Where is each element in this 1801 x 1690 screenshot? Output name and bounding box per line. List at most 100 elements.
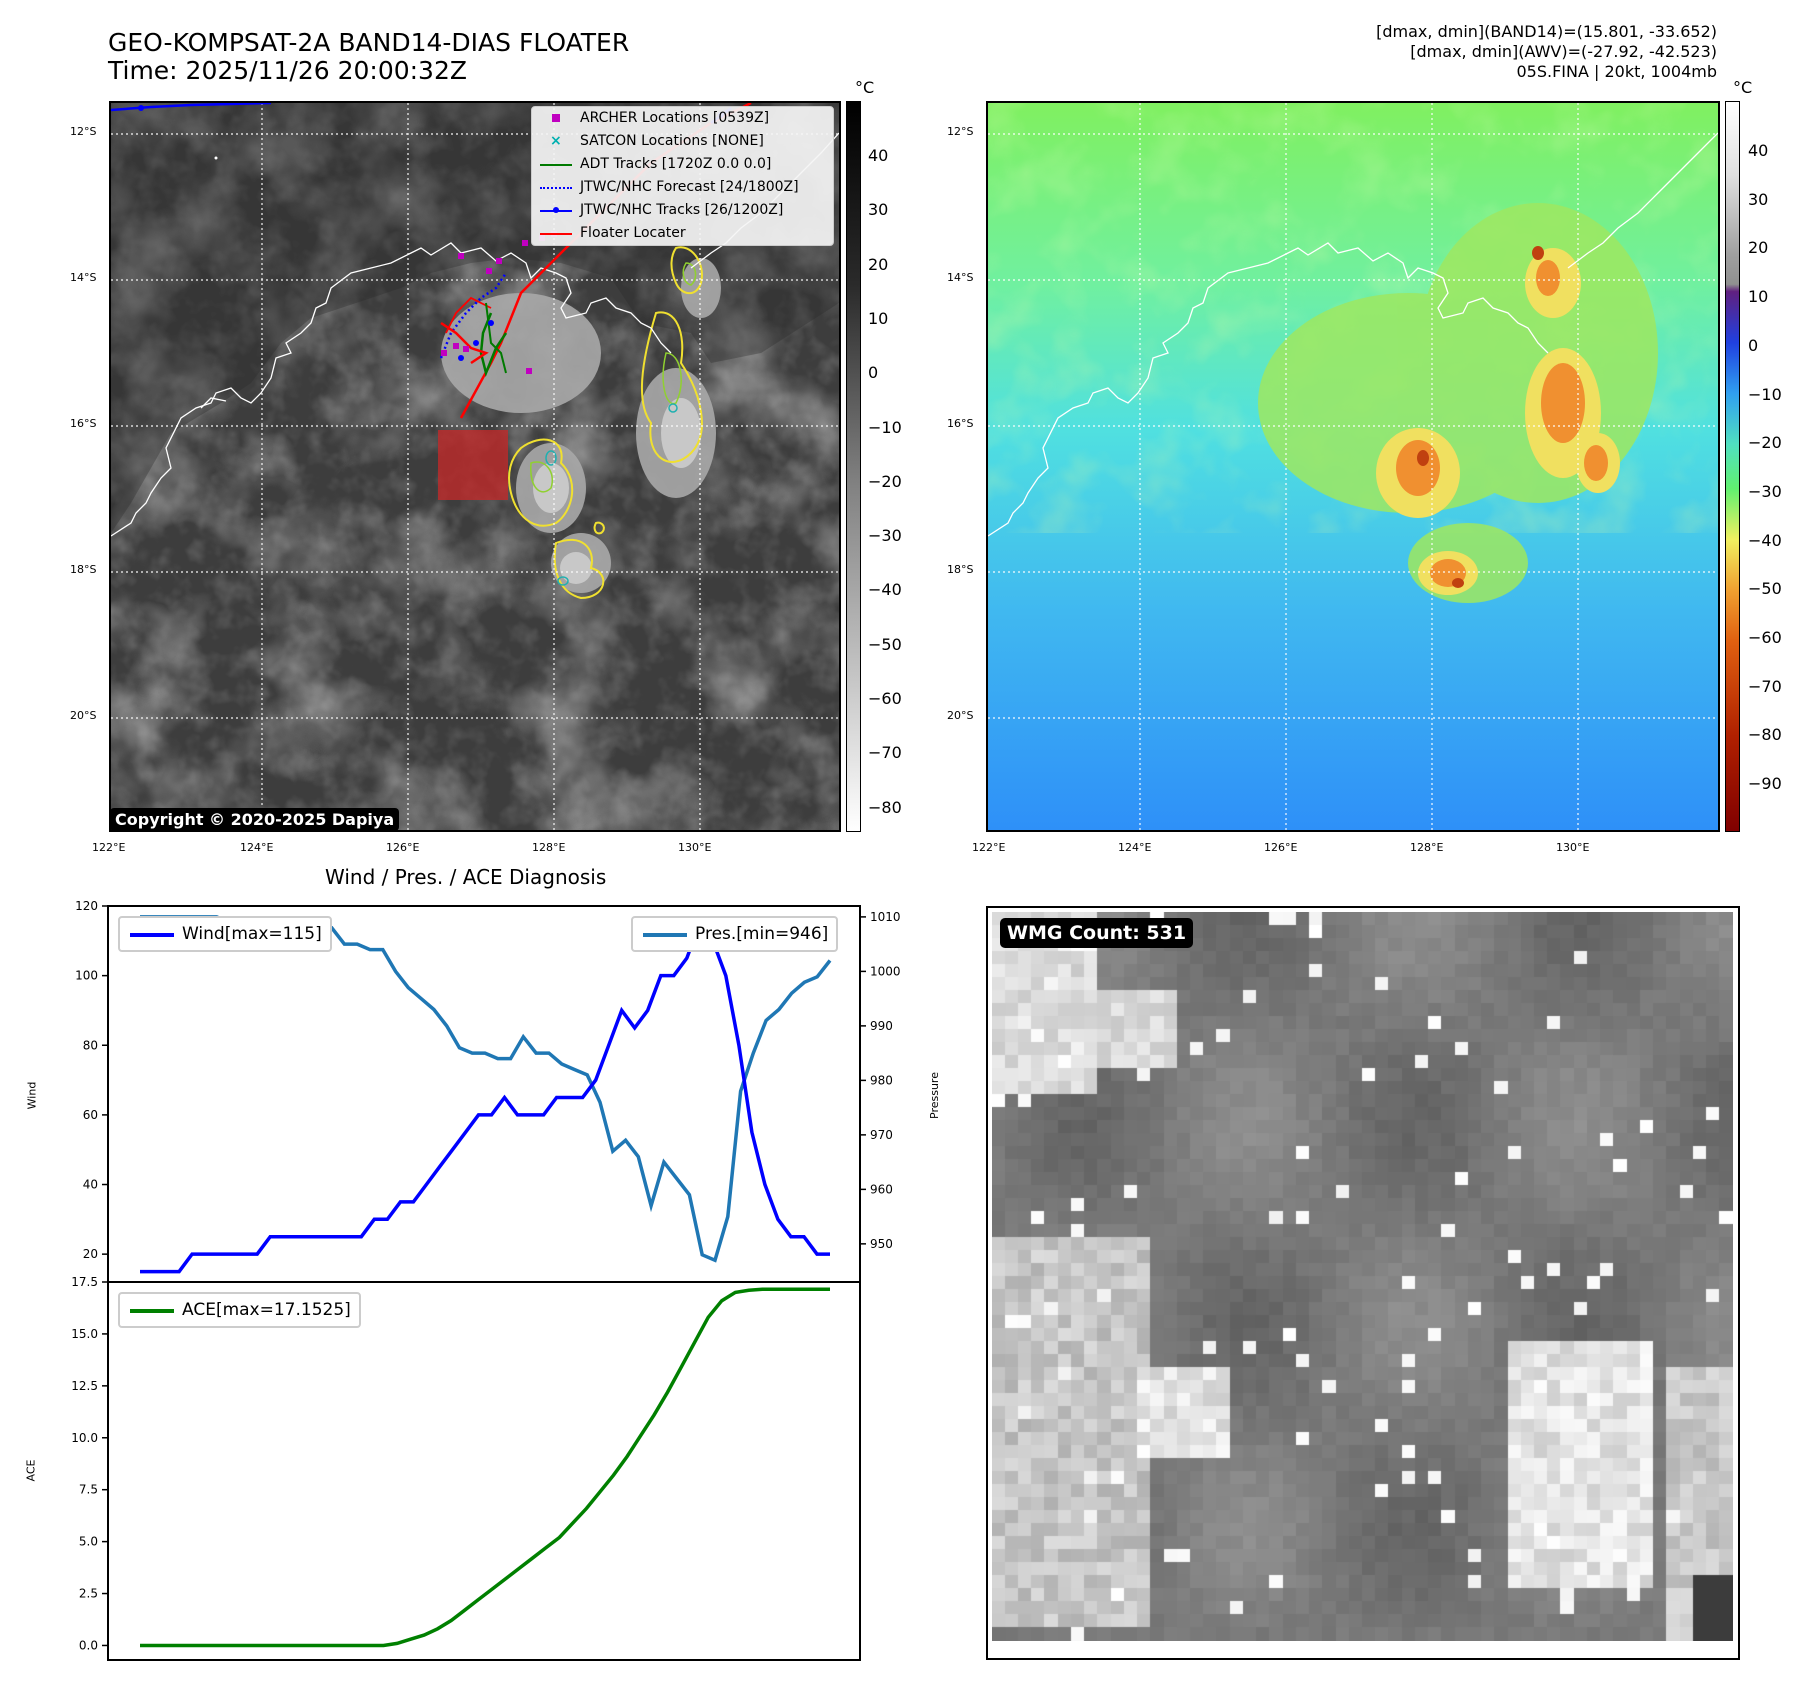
- legend-archer-label: ARCHER Locations [0539Z]: [580, 110, 770, 126]
- lat-label: 16°S: [70, 417, 97, 430]
- lat-label: 18°S: [947, 563, 974, 576]
- lon-label: 128°E: [1410, 841, 1444, 854]
- colorbar-tick-label: 30: [868, 200, 889, 220]
- colorbar-tick-label: −70: [868, 743, 902, 763]
- wmg-grid-image: [992, 912, 1733, 1641]
- ace-swatch-icon: [130, 1309, 174, 1313]
- square-marker-icon: [552, 114, 560, 122]
- colorbar-tick-label: −10: [1748, 384, 1782, 404]
- pressure-tick-label: 960: [870, 1182, 893, 1196]
- satellite-ir-panel: Copyright © 2020-2025 Dapiya ARCHER Loca…: [109, 101, 841, 832]
- pressure-tick-label: 950: [870, 1237, 893, 1251]
- wind-tick-label: 80: [83, 1038, 98, 1052]
- floater-box: [438, 430, 508, 500]
- satellite-color-image: [988, 103, 1718, 830]
- x-marker-icon: ×: [550, 133, 562, 149]
- pressure-tick-label: 990: [870, 1019, 893, 1033]
- lat-label: 12°S: [947, 125, 974, 138]
- dot-marker-icon: [553, 207, 559, 213]
- info-line3: 05S.FINA | 20kt, 1004mb: [1516, 62, 1717, 81]
- lat-label: 14°S: [70, 271, 97, 284]
- gray-colorbar: [846, 101, 861, 832]
- colorbar-tick-label: −10: [868, 417, 902, 437]
- colorbar-tick-label: 30: [1748, 189, 1769, 209]
- chart-title: Wind / Pres. / ACE Diagnosis: [325, 865, 607, 889]
- ace-tick-label: 5.0: [79, 1535, 98, 1549]
- lon-label: 122°E: [92, 841, 126, 854]
- pressure-axis-title: Pressure: [927, 1072, 941, 1119]
- ace-tick-label: 0.0: [79, 1638, 98, 1652]
- colorbar-tick-label: −20: [1748, 433, 1782, 453]
- lon-label: 130°E: [678, 841, 712, 854]
- pressure-tick-label: 980: [870, 1073, 893, 1087]
- colorbar-tick-label: 10: [868, 308, 889, 328]
- ace-tick-label: 7.5: [79, 1483, 98, 1497]
- ace-axis-title: ACE: [24, 1459, 38, 1482]
- color-colorbar-unit: °C: [1733, 78, 1753, 97]
- ace-legend: ACE[max=17.1525]: [118, 1292, 361, 1328]
- ace-tick-label: 2.5: [79, 1587, 98, 1601]
- colorbar-tick-label: −30: [1748, 481, 1782, 501]
- pressure-tick-label: 970: [870, 1128, 893, 1142]
- color-colorbar: [1725, 101, 1740, 832]
- lon-label: 130°E: [1556, 841, 1590, 854]
- lat-label: 14°S: [947, 271, 974, 284]
- gray-colorbar-unit: °C: [855, 78, 875, 97]
- lon-label: 126°E: [386, 841, 420, 854]
- info-line2: [dmax, dmin](AWV)=(-27.92, -42.523): [1410, 42, 1717, 61]
- wind-swatch-icon: [130, 933, 174, 937]
- wind-tick-label: 100: [75, 969, 98, 983]
- colorbar-tick-label: −70: [1748, 676, 1782, 696]
- colorbar-tick-label: 20: [1748, 238, 1769, 258]
- lon-label: 126°E: [1264, 841, 1298, 854]
- colorbar-tick-label: −80: [868, 797, 902, 817]
- pressure-legend-label: Pres.[min=946]: [695, 924, 829, 944]
- legend-tracks: JTWC/NHC Tracks [26/1200Z]: [532, 199, 833, 222]
- lat-label: 20°S: [70, 709, 97, 722]
- legend-satcon: × SATCON Locations [NONE]: [532, 130, 833, 153]
- ace-tick-label: 10.0: [71, 1431, 98, 1445]
- ace-series-line: [140, 1287, 830, 1648]
- wmg-panel: WMG Count: 531: [986, 906, 1740, 1660]
- colorbar-tick-label: 0: [868, 363, 879, 383]
- wind-tick-label: 120: [75, 899, 98, 913]
- wind-legend-label: Wind[max=115]: [182, 924, 322, 944]
- legend-forecast: JTWC/NHC Forecast [24/1800Z]: [532, 176, 833, 199]
- colorbar-tick-label: −90: [1748, 774, 1782, 794]
- wind-legend: Wind[max=115]: [118, 916, 332, 952]
- map-legend: ARCHER Locations [0539Z] × SATCON Locati…: [531, 106, 834, 246]
- legend-adt-label: ADT Tracks [1720Z 0.0 0.0]: [580, 156, 772, 172]
- title-line1: GEO-KOMPSAT-2A BAND14-DIAS FLOATER: [108, 28, 630, 57]
- lat-label: 20°S: [947, 709, 974, 722]
- colorbar-tick-label: −50: [868, 634, 902, 654]
- legend-archer: ARCHER Locations [0539Z]: [532, 107, 833, 130]
- lat-label: 12°S: [70, 125, 97, 138]
- info-line1: [dmax, dmin](BAND14)=(15.801, -33.652): [1376, 22, 1717, 41]
- dotted-swatch-icon: [540, 187, 572, 189]
- lon-label: 128°E: [532, 841, 566, 854]
- legend-forecast-label: JTWC/NHC Forecast [24/1800Z]: [580, 179, 799, 195]
- legend-satcon-label: SATCON Locations [NONE]: [580, 133, 764, 149]
- ace-legend-label: ACE[max=17.1525]: [182, 1300, 351, 1320]
- ace-tick-label: 15.0: [71, 1327, 98, 1341]
- lon-label: 124°E: [240, 841, 274, 854]
- ace-tick-label: 17.5: [71, 1275, 98, 1289]
- copyright-label: Copyright © 2020-2025 Dapiya: [111, 808, 400, 830]
- wmg-count-badge: WMG Count: 531: [1000, 918, 1194, 948]
- colorbar-tick-label: −50: [1748, 579, 1782, 599]
- legend-tracks-label: JTWC/NHC Tracks [26/1200Z]: [580, 202, 784, 218]
- pressure-tick-label: 1010: [870, 910, 901, 924]
- wind-tick-label: 60: [83, 1108, 98, 1122]
- legend-floater-label: Floater Locater: [580, 225, 686, 241]
- line-swatch-icon: [540, 164, 572, 166]
- line-swatch-icon: [540, 233, 572, 235]
- colorbar-tick-label: −60: [1748, 628, 1782, 647]
- diagnosis-chart: 20 40 60 80 100 120 950 960 970 980 990 1000 1010 0.0…: [71, 899, 901, 1661]
- lon-label: 124°E: [1118, 841, 1152, 854]
- colorbar-tick-label: −20: [868, 471, 902, 491]
- pressure-swatch-icon: [643, 933, 687, 937]
- title-line2: Time: 2025/11/26 20:00:32Z: [108, 56, 467, 85]
- colorbar-tick-label: −40: [1748, 530, 1782, 550]
- colorbar-tick-label: 40: [1748, 141, 1769, 160]
- pressure-series-line: [140, 915, 832, 1263]
